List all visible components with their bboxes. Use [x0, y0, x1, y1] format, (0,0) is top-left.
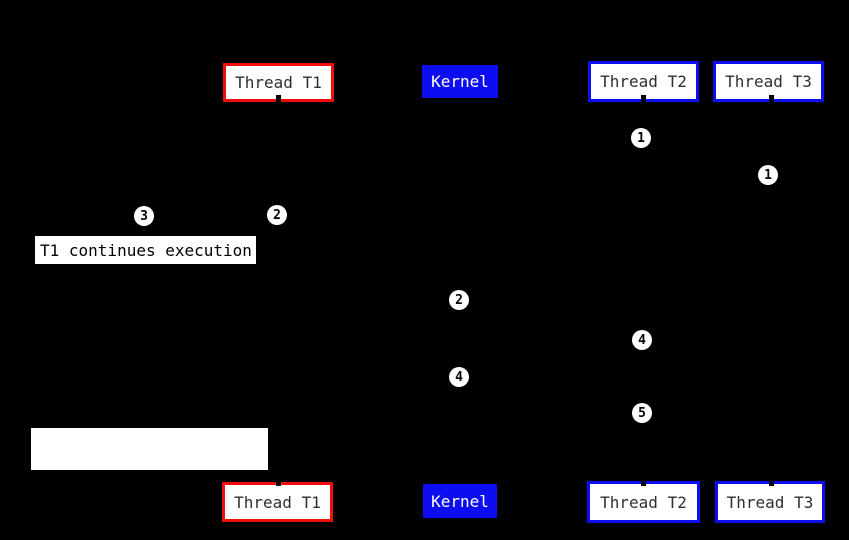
step-marker-2-thread-t1: 2: [267, 205, 287, 225]
participant-thread-t3-bottom: Thread T3: [715, 481, 825, 523]
step-marker-1-thread-t2: 1: [631, 128, 651, 148]
lifeline-tick-t3-bottom: [769, 478, 774, 486]
lifeline-tick-t3-top: [769, 95, 774, 103]
participant-kernel-bottom: Kernel: [423, 484, 497, 518]
lifeline-tick-t1-bottom: [276, 478, 281, 486]
participant-thread-t1-bottom: Thread T1: [222, 482, 333, 522]
note-blank: [31, 428, 268, 470]
step-marker-2-kernel: 2: [449, 290, 469, 310]
step-marker-1-thread-t3: 1: [758, 165, 778, 185]
note-t1-continues-execution: T1 continues execution: [35, 236, 256, 264]
step-marker-4-kernel: 4: [449, 367, 469, 387]
participant-thread-t2-bottom: Thread T2: [587, 481, 700, 523]
step-marker-5: 5: [632, 403, 652, 423]
lifeline-tick-t2-top: [641, 95, 646, 103]
lifeline-tick-t2-bottom: [641, 478, 646, 486]
participant-kernel-top: Kernel: [422, 65, 498, 98]
participant-thread-t3-top: Thread T3: [713, 61, 824, 102]
step-marker-3: 3: [134, 206, 154, 226]
lifeline-tick-t1-top: [276, 95, 281, 103]
step-marker-4-thread-t2: 4: [632, 330, 652, 350]
